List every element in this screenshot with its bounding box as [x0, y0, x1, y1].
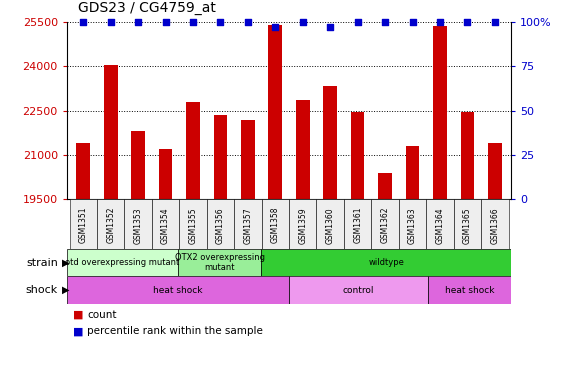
Bar — [67, 249, 178, 276]
Text: GSM1352: GSM1352 — [106, 207, 115, 243]
Text: GSM1353: GSM1353 — [134, 207, 143, 243]
Text: count: count — [87, 310, 117, 320]
Bar — [481, 199, 508, 249]
Bar — [159, 149, 173, 199]
Text: otd overexpressing mutant: otd overexpressing mutant — [65, 258, 180, 267]
Text: ▶: ▶ — [62, 285, 69, 295]
Bar — [461, 112, 474, 199]
Point — [134, 19, 143, 25]
Text: GSM1354: GSM1354 — [161, 207, 170, 243]
Text: ▶: ▶ — [62, 258, 69, 268]
Text: GSM1359: GSM1359 — [298, 207, 307, 243]
Text: GSM1357: GSM1357 — [243, 207, 252, 243]
Bar — [406, 146, 419, 199]
Bar — [317, 199, 344, 249]
Bar — [433, 26, 447, 199]
Text: heat shock: heat shock — [445, 285, 494, 295]
Text: shock: shock — [26, 285, 58, 295]
Text: strain: strain — [26, 258, 58, 268]
Bar — [344, 199, 371, 249]
Bar — [70, 199, 97, 249]
Point — [243, 19, 253, 25]
Bar — [104, 65, 117, 199]
Text: control: control — [343, 285, 374, 295]
Point — [490, 19, 500, 25]
Bar — [97, 199, 124, 249]
Bar — [207, 199, 234, 249]
Bar — [180, 199, 207, 249]
Text: GSM1355: GSM1355 — [188, 207, 198, 243]
Bar — [296, 100, 310, 199]
Point — [161, 19, 170, 25]
Bar — [371, 199, 399, 249]
Bar — [378, 173, 392, 199]
Text: ■: ■ — [73, 310, 83, 320]
Bar — [241, 120, 254, 199]
Bar — [351, 112, 364, 199]
Bar — [234, 199, 261, 249]
Text: GSM1362: GSM1362 — [381, 207, 390, 243]
Point — [271, 25, 280, 30]
Bar — [289, 199, 317, 249]
Bar — [67, 276, 289, 304]
Text: OTX2 overexpressing
mutant: OTX2 overexpressing mutant — [175, 253, 264, 272]
Bar — [426, 199, 454, 249]
Bar — [488, 143, 501, 199]
Point — [106, 19, 116, 25]
Point — [435, 19, 444, 25]
Bar — [152, 199, 180, 249]
Text: GSM1356: GSM1356 — [216, 207, 225, 243]
Text: GSM1364: GSM1364 — [435, 207, 444, 243]
Text: ■: ■ — [73, 326, 83, 336]
Text: GSM1366: GSM1366 — [490, 207, 499, 243]
Bar — [178, 249, 261, 276]
Point — [216, 19, 225, 25]
Text: GSM1351: GSM1351 — [79, 207, 88, 243]
Bar — [261, 249, 511, 276]
Bar — [399, 199, 426, 249]
Text: GSM1358: GSM1358 — [271, 207, 280, 243]
Text: percentile rank within the sample: percentile rank within the sample — [87, 326, 263, 336]
Bar — [77, 143, 90, 199]
Text: GSM1363: GSM1363 — [408, 207, 417, 243]
Text: GDS23 / CG4759_at: GDS23 / CG4759_at — [78, 1, 216, 15]
Point — [325, 25, 335, 30]
Bar — [214, 115, 227, 199]
Text: wildtype: wildtype — [368, 258, 404, 267]
Bar — [428, 276, 511, 304]
Bar — [131, 131, 145, 199]
Bar — [268, 25, 282, 199]
Bar — [261, 199, 289, 249]
Bar — [124, 199, 152, 249]
Text: heat shock: heat shock — [153, 285, 203, 295]
Point — [78, 19, 88, 25]
Text: GSM1365: GSM1365 — [463, 207, 472, 243]
Bar — [454, 199, 481, 249]
Point — [408, 19, 417, 25]
Point — [298, 19, 307, 25]
Bar — [289, 276, 428, 304]
Text: GSM1361: GSM1361 — [353, 207, 362, 243]
Bar — [324, 86, 337, 199]
Point — [381, 19, 390, 25]
Point — [462, 19, 472, 25]
Bar — [186, 102, 200, 199]
Point — [353, 19, 363, 25]
Text: GSM1360: GSM1360 — [326, 207, 335, 243]
Point — [188, 19, 198, 25]
